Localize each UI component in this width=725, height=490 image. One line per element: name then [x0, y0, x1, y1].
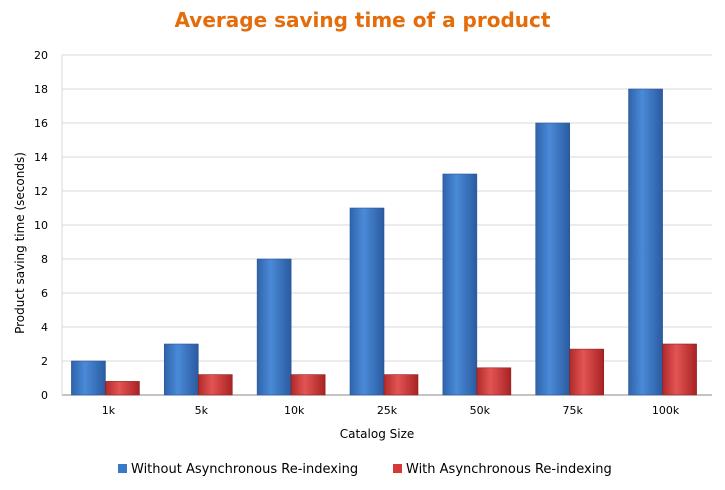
- y-tick-label: 10: [34, 219, 48, 232]
- bar-without-50k: [442, 173, 478, 396]
- legend-swatch: [118, 464, 127, 473]
- bar-with-1k: [105, 381, 140, 396]
- bar-with-10k: [290, 374, 326, 396]
- y-tick-label: 2: [41, 355, 48, 368]
- legend-swatch: [393, 464, 402, 473]
- y-axis-label: Product saving time (seconds): [13, 152, 27, 334]
- x-tick-label: 5k: [195, 404, 209, 417]
- y-tick-label: 16: [34, 117, 48, 130]
- x-tick-label: 25k: [377, 404, 398, 417]
- bar-without-100k: [628, 88, 663, 396]
- x-tick-label: 50k: [470, 404, 491, 417]
- bar-without-5k: [163, 343, 199, 396]
- y-tick-label: 4: [41, 321, 48, 334]
- y-tick-label: 6: [41, 287, 48, 300]
- y-tick-label: 12: [34, 185, 48, 198]
- bar-without-25k: [349, 207, 385, 396]
- bar-without-75k: [535, 122, 571, 396]
- y-tick-label: 14: [34, 151, 48, 164]
- bar-with-100k: [662, 343, 697, 396]
- x-tick-label: 100k: [652, 404, 680, 417]
- x-tick-label: 10k: [284, 404, 305, 417]
- bar-with-5k: [197, 374, 233, 396]
- bar-without-10k: [256, 258, 292, 396]
- legend-label: With Asynchronous Re-indexing: [406, 462, 612, 477]
- bar-with-25k: [383, 374, 419, 396]
- chart-title: Average saving time of a product: [174, 8, 551, 32]
- bar-with-75k: [569, 348, 605, 396]
- legend-label: Without Asynchronous Re-indexing: [131, 462, 358, 477]
- x-tick-label: 1k: [102, 404, 116, 417]
- y-tick-label: 8: [41, 253, 48, 266]
- bar-with-50k: [476, 367, 512, 396]
- y-tick-label: 18: [34, 83, 48, 96]
- x-tick-label: 75k: [563, 404, 584, 417]
- y-tick-label: 20: [34, 49, 48, 62]
- y-tick-label: 0: [41, 389, 48, 402]
- x-axis-label: Catalog Size: [340, 427, 415, 441]
- bar-without-1k: [71, 360, 106, 396]
